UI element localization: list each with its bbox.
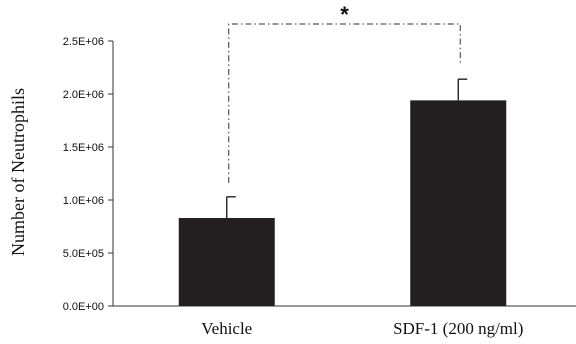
y-axis: 0.0E+00 5.0E+05 1.0E+06 1.5E+06 2.0E+06 2.5E+… — [63, 36, 114, 313]
y-tick-label: 1.5E+06 — [63, 142, 104, 154]
significance-line — [228, 23, 461, 183]
y-axis-title: Number of Neutrophils — [8, 88, 28, 256]
y-tick-label: 2.5E+06 — [63, 36, 104, 48]
significance-bracket: * — [228, 2, 461, 183]
y-tick-label: 2.0E+06 — [63, 89, 104, 101]
bar — [410, 100, 507, 306]
bars — [178, 78, 507, 306]
bar — [178, 218, 275, 306]
y-tick-label: 0.0E+00 — [63, 301, 104, 313]
x-tick-label: Vehicle — [201, 319, 252, 338]
x-axis: Vehicle SDF-1 (200 ng/ml) — [113, 305, 576, 338]
y-tick-label: 1.0E+06 — [63, 195, 104, 207]
significance-label: * — [340, 2, 349, 27]
x-tick-label: SDF-1 (200 ng/ml) — [393, 319, 523, 338]
y-tick-label: 5.0E+05 — [63, 248, 104, 260]
